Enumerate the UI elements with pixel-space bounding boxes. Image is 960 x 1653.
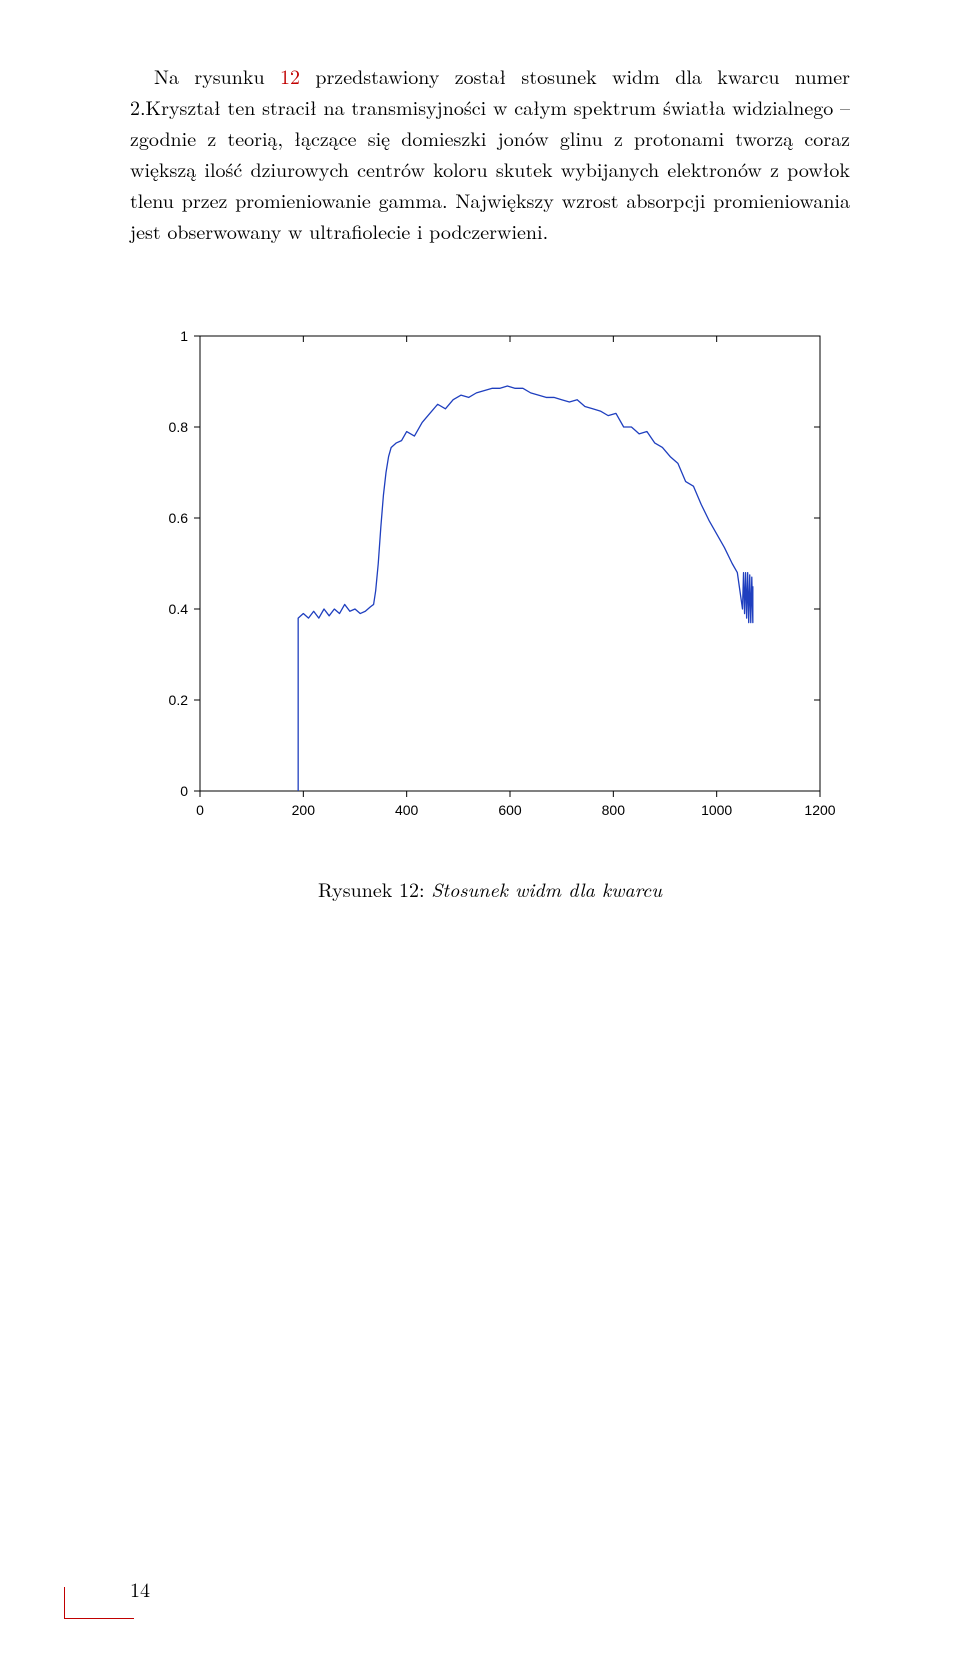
corner-mark (64, 1618, 134, 1619)
svg-text:600: 600 (498, 802, 522, 818)
svg-text:1200: 1200 (804, 802, 835, 818)
svg-text:400: 400 (395, 802, 419, 818)
svg-text:1000: 1000 (701, 802, 732, 818)
caption-text: Stosunek widm dla kwarcu (431, 874, 662, 903)
caption-prefix: Rysunek 12: (318, 874, 431, 903)
svg-text:0: 0 (196, 802, 204, 818)
page-number: 14 (130, 1574, 150, 1603)
svg-text:0.8: 0.8 (169, 419, 189, 435)
figure-ref: 12 (280, 61, 300, 90)
paragraph: Na rysunku 12 przedstawiony został stosu… (130, 60, 850, 246)
svg-text:0.4: 0.4 (169, 601, 189, 617)
para-text-a: Na rysunku (154, 61, 280, 90)
svg-text:1: 1 (180, 328, 188, 344)
line-chart: 0 200 400 600 800 1000 1200 0 0.2 0.4 0.6 0.8 1 (130, 316, 850, 841)
svg-text:0: 0 (180, 783, 188, 799)
svg-text:800: 800 (602, 802, 626, 818)
svg-text:0.6: 0.6 (169, 510, 189, 526)
chart-container: 0 200 400 600 800 1000 1200 0 0.2 0.4 0.6 0.8 1 (130, 316, 850, 846)
figure-caption: Rysunek 12: Stosunek widm dla kwarcu (130, 874, 850, 903)
svg-text:200: 200 (292, 802, 316, 818)
svg-text:0.2: 0.2 (169, 692, 189, 708)
